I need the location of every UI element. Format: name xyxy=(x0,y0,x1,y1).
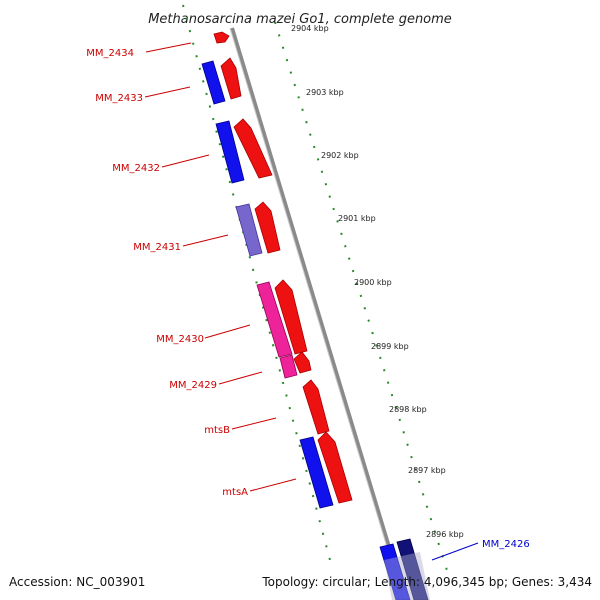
gene-mm-2429-glyph[interactable] xyxy=(293,351,312,374)
gene-label-mtsb[interactable]: mtsB xyxy=(204,425,230,436)
gene-mm-2433-glyph[interactable] xyxy=(220,57,242,100)
kbp-tick-labels: 2904 kbp 2903 kbp 2902 kbp 2901 kbp 2900… xyxy=(291,24,464,539)
gene-mm-2432-glyph[interactable] xyxy=(233,118,273,179)
gene-mm-2433-reverse-glyph[interactable] xyxy=(201,60,226,105)
gene-mm-2426-reverse-glyph[interactable] xyxy=(379,543,411,600)
kbp-label-2900: 2900 kbp xyxy=(354,278,392,287)
gene-mm-2430-glyph[interactable] xyxy=(274,279,308,355)
gene-labels: MM_2434 MM_2433 MM_2432 MM_2431 MM_2430 … xyxy=(86,48,529,550)
genome-backbone xyxy=(230,27,407,600)
selection-highlight xyxy=(384,552,430,600)
kbp-label-2904: 2904 kbp xyxy=(291,24,329,33)
kbp-label-2903: 2903 kbp xyxy=(306,88,344,97)
gene-mm-2432-reverse-glyph[interactable] xyxy=(215,120,245,184)
gene-label-mm-2430[interactable]: MM_2430 xyxy=(156,334,204,345)
genome-backbone-highlight xyxy=(229,27,404,600)
kbp-label-2896: 2896 kbp xyxy=(426,530,464,539)
gene-mm-2429-reverse-glyph[interactable] xyxy=(279,354,298,379)
gene-mtsa-glyph[interactable] xyxy=(317,431,353,504)
gene-label-mm-2426[interactable]: MM_2426 xyxy=(482,539,530,550)
gene-leader-lines xyxy=(144,42,479,561)
gene-mm-2426-glyph[interactable] xyxy=(396,538,429,600)
gene-label-mm-2433[interactable]: MM_2433 xyxy=(95,93,143,104)
gene-mm-2431-reverse-glyph[interactable] xyxy=(235,203,263,257)
kbp-label-2901: 2901 kbp xyxy=(338,214,376,223)
gene-glyphs xyxy=(201,31,430,600)
gene-label-mtsa[interactable]: mtsA xyxy=(222,487,248,498)
kbp-label-2899: 2899 kbp xyxy=(371,342,409,351)
gene-label-mm-2431[interactable]: MM_2431 xyxy=(133,242,181,253)
accession-text: Accession: NC_003901 xyxy=(9,575,145,589)
gene-label-mm-2432[interactable]: MM_2432 xyxy=(112,163,160,174)
gene-mm-2430-reverse-glyph[interactable] xyxy=(256,281,293,358)
kbp-label-2897: 2897 kbp xyxy=(408,466,446,475)
genome-summary-text: Topology: circular; Length: 4,096,345 bp… xyxy=(261,575,592,589)
gene-mm-2434-glyph[interactable] xyxy=(213,31,230,44)
gene-mtsb-glyph[interactable] xyxy=(302,379,330,435)
genome-title: Methanosarcina mazei Go1, complete genom… xyxy=(148,12,452,27)
gene-label-mm-2429[interactable]: MM_2429 xyxy=(169,380,217,391)
gene-mm-2431-glyph[interactable] xyxy=(254,201,281,254)
gene-mtsa-reverse-glyph[interactable] xyxy=(299,436,334,509)
inner-tick-track xyxy=(274,21,451,581)
outer-tick-track xyxy=(182,4,331,561)
gene-label-mm-2434[interactable]: MM_2434 xyxy=(86,48,134,59)
kbp-label-2902: 2902 kbp xyxy=(321,151,359,160)
kbp-label-2898: 2898 kbp xyxy=(389,405,427,414)
